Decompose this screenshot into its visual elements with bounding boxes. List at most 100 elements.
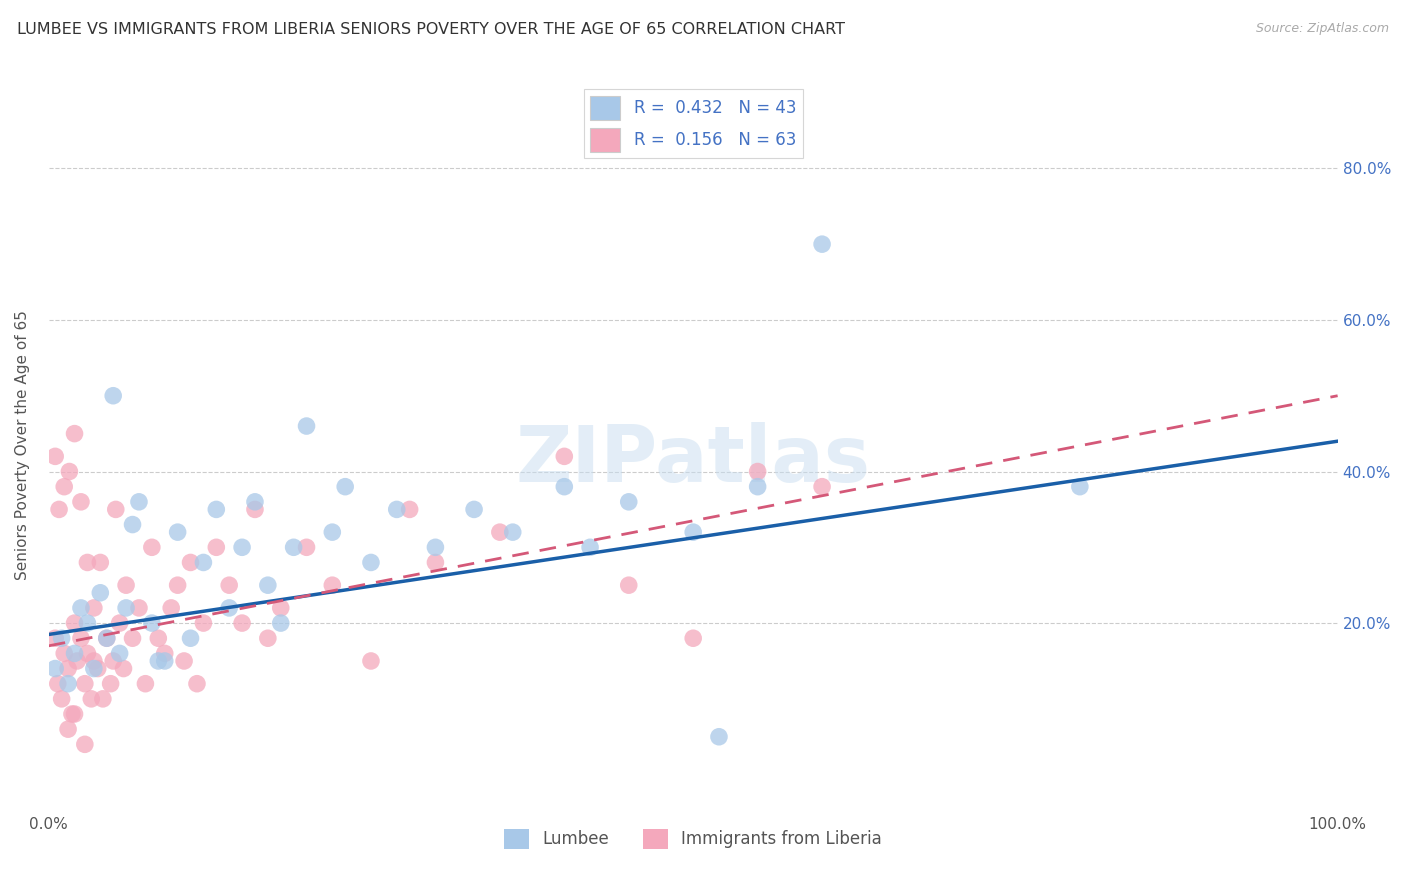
Point <box>89 586 111 600</box>
Point <box>205 541 228 555</box>
Point <box>91 691 114 706</box>
Point <box>70 495 93 509</box>
Point <box>108 647 131 661</box>
Point <box>682 632 704 646</box>
Point <box>83 601 105 615</box>
Point <box>153 654 176 668</box>
Point <box>811 237 834 252</box>
Point <box>96 632 118 646</box>
Point <box>115 578 138 592</box>
Legend: R =  0.432   N = 43, R =  0.156   N = 63: R = 0.432 N = 43, R = 0.156 N = 63 <box>583 89 803 158</box>
Point <box>121 517 143 532</box>
Point <box>295 541 318 555</box>
Point <box>160 601 183 615</box>
Point <box>44 632 66 646</box>
Point <box>63 706 86 721</box>
Point <box>398 502 420 516</box>
Point <box>103 389 125 403</box>
Point <box>100 676 122 690</box>
Point <box>193 616 215 631</box>
Point <box>128 601 150 615</box>
Point <box>218 578 240 592</box>
Text: ZIPatlas: ZIPatlas <box>516 422 870 498</box>
Point <box>141 541 163 555</box>
Point <box>148 654 170 668</box>
Point <box>321 578 343 592</box>
Point <box>747 465 769 479</box>
Point <box>128 495 150 509</box>
Point <box>63 426 86 441</box>
Point <box>96 632 118 646</box>
Point <box>103 654 125 668</box>
Point <box>463 502 485 516</box>
Point <box>104 502 127 516</box>
Point <box>257 578 280 592</box>
Point <box>89 556 111 570</box>
Point <box>53 480 76 494</box>
Point <box>425 541 447 555</box>
Point <box>270 616 292 631</box>
Point <box>231 541 253 555</box>
Point <box>166 525 188 540</box>
Point <box>46 676 69 690</box>
Point <box>360 654 382 668</box>
Point <box>617 495 640 509</box>
Point <box>502 525 524 540</box>
Point <box>63 647 86 661</box>
Point <box>205 502 228 516</box>
Point <box>76 647 98 661</box>
Point <box>218 601 240 615</box>
Point <box>682 525 704 540</box>
Point <box>193 556 215 570</box>
Point <box>115 601 138 615</box>
Point <box>63 616 86 631</box>
Point <box>48 502 70 516</box>
Point <box>270 601 292 615</box>
Point <box>51 691 73 706</box>
Point <box>83 661 105 675</box>
Point <box>173 654 195 668</box>
Point <box>295 419 318 434</box>
Point <box>153 647 176 661</box>
Point <box>747 480 769 494</box>
Point <box>108 616 131 631</box>
Point <box>243 502 266 516</box>
Y-axis label: Seniors Poverty Over the Age of 65: Seniors Poverty Over the Age of 65 <box>15 310 30 580</box>
Point <box>53 647 76 661</box>
Point <box>425 556 447 570</box>
Point <box>231 616 253 631</box>
Point <box>56 676 79 690</box>
Point <box>80 691 103 706</box>
Point <box>489 525 512 540</box>
Point <box>385 502 408 516</box>
Point <box>180 556 202 570</box>
Point <box>83 654 105 668</box>
Point <box>70 601 93 615</box>
Point <box>707 730 730 744</box>
Point <box>134 676 156 690</box>
Point <box>76 616 98 631</box>
Point <box>58 465 80 479</box>
Point <box>811 480 834 494</box>
Point <box>76 556 98 570</box>
Text: LUMBEE VS IMMIGRANTS FROM LIBERIA SENIORS POVERTY OVER THE AGE OF 65 CORRELATION: LUMBEE VS IMMIGRANTS FROM LIBERIA SENIOR… <box>17 22 845 37</box>
Point <box>66 654 89 668</box>
Point <box>56 722 79 736</box>
Point <box>60 706 83 721</box>
Point <box>44 450 66 464</box>
Point <box>243 495 266 509</box>
Point <box>87 661 110 675</box>
Point <box>166 578 188 592</box>
Point <box>553 450 575 464</box>
Text: Source: ZipAtlas.com: Source: ZipAtlas.com <box>1256 22 1389 36</box>
Point <box>44 661 66 675</box>
Point <box>1069 480 1091 494</box>
Point <box>73 737 96 751</box>
Point <box>579 541 602 555</box>
Point <box>148 632 170 646</box>
Point <box>73 676 96 690</box>
Point <box>335 480 357 494</box>
Point <box>360 556 382 570</box>
Point <box>70 632 93 646</box>
Point <box>112 661 135 675</box>
